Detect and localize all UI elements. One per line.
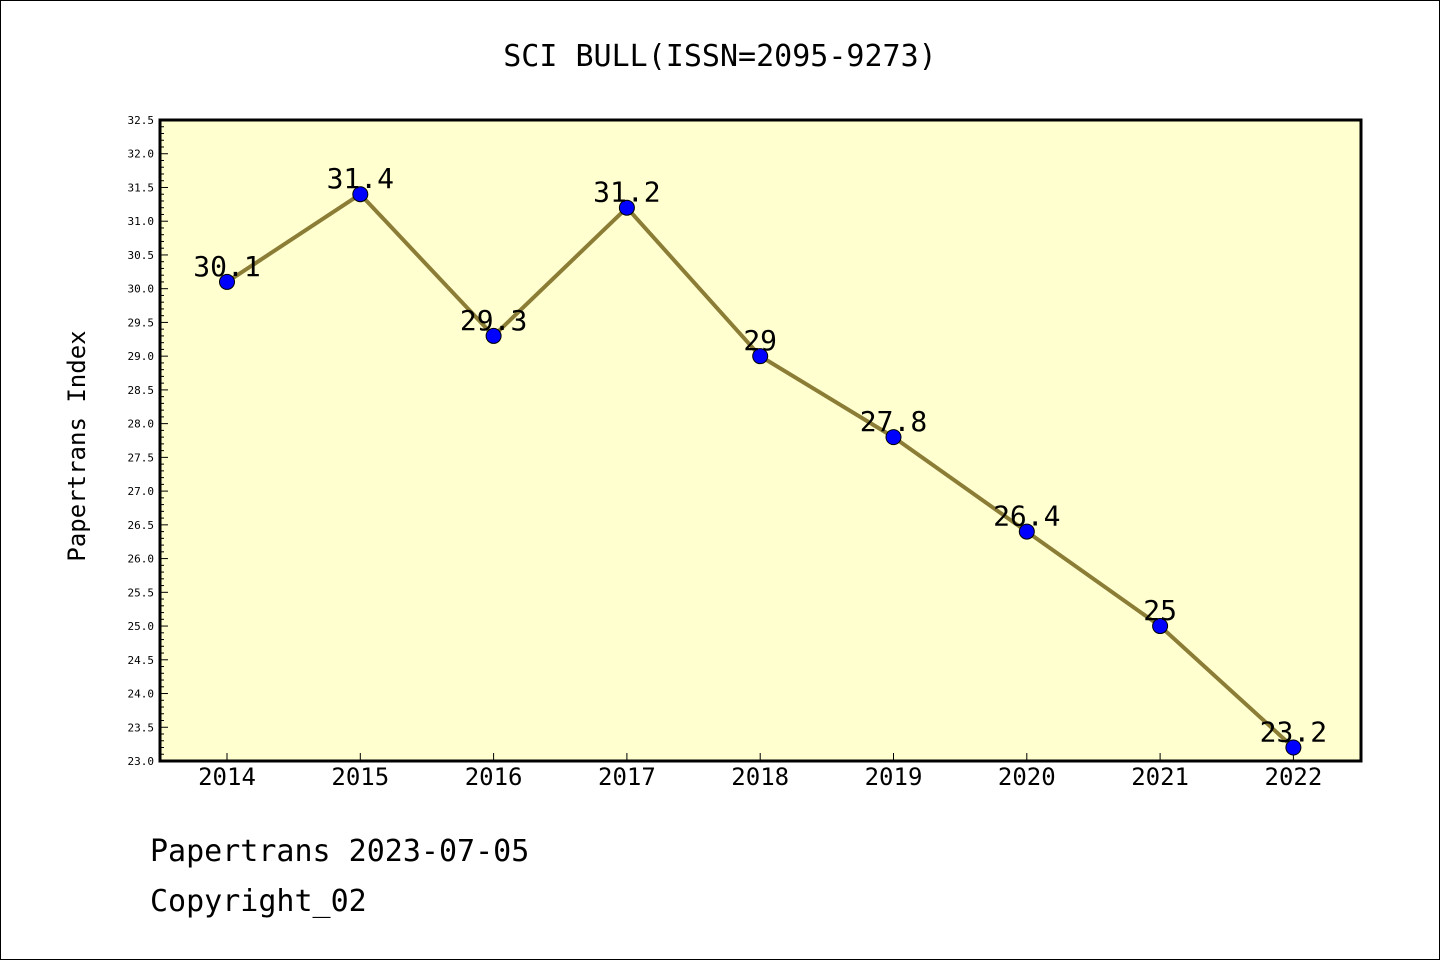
x-tick-label: 2022 bbox=[1265, 763, 1323, 791]
y-tick-label: 24.5 bbox=[128, 654, 155, 667]
y-tick-label: 27.0 bbox=[128, 485, 155, 498]
y-tick-label: 26.5 bbox=[128, 519, 155, 532]
y-axis-label: Papertrans Index bbox=[63, 330, 91, 561]
y-tick-label: 31.0 bbox=[128, 215, 155, 228]
data-label: 25 bbox=[1143, 594, 1177, 627]
x-tick-label: 2017 bbox=[598, 763, 656, 791]
data-label: 31.2 bbox=[593, 176, 660, 209]
footer-copyright: Copyright_02 bbox=[150, 884, 367, 919]
x-tick-label: 2019 bbox=[865, 763, 923, 791]
y-tick-label: 24.0 bbox=[128, 688, 155, 701]
y-tick-label: 26.0 bbox=[128, 553, 155, 566]
data-label: 31.4 bbox=[327, 162, 394, 195]
y-tick-label: 23.5 bbox=[128, 721, 155, 734]
footer-date: Papertrans 2023-07-05 bbox=[150, 834, 530, 869]
series-layer: 30.1 31.4 29.3 31.2 29 27.8 26.4 25 23.2 bbox=[193, 162, 1327, 756]
data-label: 23.2 bbox=[1260, 716, 1327, 749]
y-tick-label: 28.0 bbox=[128, 418, 155, 431]
x-tick-label: 2015 bbox=[331, 763, 389, 791]
y-tick-label: 25.5 bbox=[128, 586, 155, 599]
y-axis: 23.0 23.5 24.0 24.5 25.0 25.5 26.0 26.5 27.0 27.5… bbox=[128, 114, 168, 768]
x-tick-label: 2016 bbox=[465, 763, 523, 791]
x-tick-label: 2021 bbox=[1131, 763, 1189, 791]
y-tick-label: 30.5 bbox=[128, 249, 155, 262]
data-point bbox=[618, 199, 635, 216]
y-tick-label: 23.0 bbox=[128, 755, 155, 768]
y-tick-label: 28.5 bbox=[128, 384, 155, 397]
data-point bbox=[485, 327, 502, 344]
data-point bbox=[1152, 618, 1169, 635]
data-point bbox=[352, 186, 369, 203]
y-tick-label: 30.0 bbox=[128, 283, 155, 296]
y-tick-label: 27.5 bbox=[128, 451, 155, 464]
data-point bbox=[885, 429, 902, 446]
y-tick-label: 29.5 bbox=[128, 316, 155, 329]
plot-area bbox=[160, 120, 1361, 761]
data-label: 27.8 bbox=[860, 405, 927, 438]
y-tick-label: 32.0 bbox=[128, 148, 155, 161]
x-tick-label: 2018 bbox=[731, 763, 789, 791]
data-point bbox=[1018, 523, 1035, 540]
x-tick-label: 2014 bbox=[198, 763, 256, 791]
data-point bbox=[752, 348, 769, 365]
chart-title: SCI BULL(ISSN=2095-9273) bbox=[503, 39, 936, 74]
y-tick-label: 25.0 bbox=[128, 620, 155, 633]
data-label: 29.3 bbox=[460, 304, 527, 337]
data-label: 29 bbox=[743, 324, 777, 357]
y-tick-label: 32.5 bbox=[128, 114, 155, 127]
plot-border bbox=[158, 118, 1363, 763]
data-label: 30.1 bbox=[193, 250, 260, 283]
data-point bbox=[219, 273, 235, 290]
y-tick-label: 29.0 bbox=[128, 350, 155, 363]
y-tick-label: 31.5 bbox=[128, 181, 155, 194]
x-tick-label: 2020 bbox=[998, 763, 1056, 791]
data-point bbox=[1285, 739, 1302, 756]
data-label: 26.4 bbox=[993, 500, 1060, 533]
